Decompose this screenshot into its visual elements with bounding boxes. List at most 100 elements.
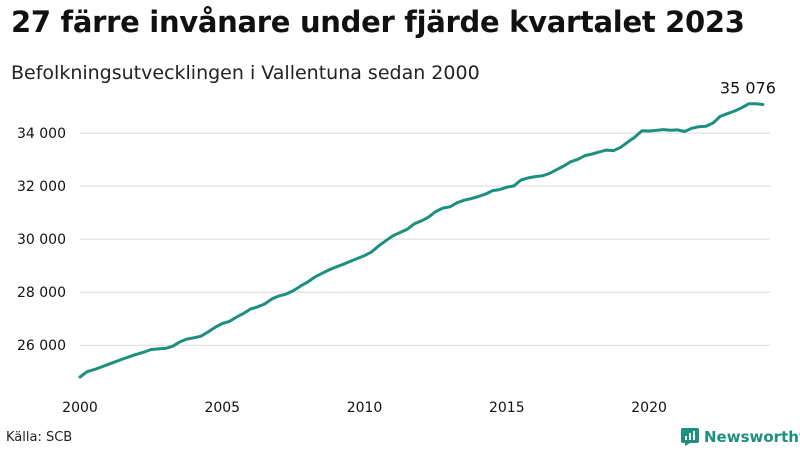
data-point (179, 341, 181, 343)
source-credit: Källa: SCB (6, 430, 73, 445)
data-point (762, 103, 764, 106)
data-point (200, 335, 202, 337)
x-axis-ticks: 2000 2005 2010 2015 2020 (62, 400, 667, 416)
data-point (705, 125, 707, 127)
data-point (413, 223, 415, 225)
data-point (321, 272, 323, 274)
data-point (527, 177, 529, 179)
grid-lines (80, 132, 770, 346)
series-group (78, 102, 765, 379)
data-point (157, 348, 159, 350)
data-point (506, 186, 508, 188)
y-tick-label: 34 000 (17, 126, 66, 142)
data-point (591, 153, 593, 155)
data-point (612, 150, 615, 152)
data-point (449, 206, 451, 208)
y-axis-ticks: 26 000 28 000 30 000 32 000 34 000 (17, 126, 66, 354)
data-point (463, 199, 465, 201)
data-point (399, 231, 401, 234)
data-point (292, 290, 294, 292)
data-point (570, 161, 572, 163)
data-point (726, 113, 728, 115)
data-point (257, 306, 259, 308)
data-point (335, 266, 337, 268)
chart-title: 27 färre invånare under fjärde kvartalet… (11, 5, 745, 39)
data-point (712, 122, 714, 124)
data-point (378, 245, 380, 247)
data-point (93, 369, 95, 371)
data-point (719, 115, 721, 117)
data-point (164, 347, 166, 349)
data-point (627, 141, 629, 143)
data-point (385, 240, 387, 242)
data-point (634, 136, 636, 138)
data-point (406, 228, 408, 230)
data-point (691, 127, 693, 129)
data-point (492, 190, 494, 192)
data-point (605, 149, 608, 151)
data-point (228, 320, 230, 322)
y-tick-label: 30 000 (17, 232, 66, 248)
chart-subtitle: Befolkningsutvecklingen i Vallentuna sed… (11, 62, 480, 84)
data-point (100, 366, 102, 368)
data-point (235, 316, 238, 318)
brand-logo: Newsworthy (681, 428, 800, 446)
data-point (577, 158, 579, 160)
data-point (620, 146, 622, 148)
data-point (435, 211, 437, 213)
last-value-label: 35 076 (720, 79, 776, 98)
data-point (392, 235, 394, 237)
data-point (470, 198, 472, 200)
x-tick-label: 2010 (347, 400, 383, 416)
data-point (477, 195, 479, 198)
data-point (669, 129, 672, 131)
data-point (563, 165, 565, 167)
data-point (655, 129, 657, 131)
data-point (363, 255, 366, 257)
x-tick-label: 2015 (489, 400, 525, 416)
data-point (271, 298, 273, 300)
brand-name: Newsworthy (704, 428, 800, 446)
data-point (648, 130, 650, 132)
x-tick-label: 2005 (204, 400, 240, 416)
data-point (299, 285, 302, 287)
data-point (342, 263, 344, 265)
data-point (356, 257, 358, 260)
data-point (733, 110, 736, 112)
data-point (662, 129, 664, 131)
data-point (86, 371, 88, 373)
x-tick-label: 2020 (631, 400, 667, 416)
data-point (221, 322, 223, 325)
data-point (285, 293, 287, 295)
data-point (371, 251, 373, 253)
data-point (314, 276, 316, 278)
data-point (122, 358, 124, 360)
data-point (676, 129, 679, 131)
series-line (78, 102, 765, 379)
y-tick-label: 32 000 (17, 179, 66, 195)
data-point (250, 308, 252, 310)
data-point (456, 202, 458, 204)
data-point (186, 338, 188, 340)
data-labels: 35 076 (720, 79, 776, 98)
data-point (684, 130, 686, 133)
data-point (442, 207, 444, 209)
data-point (349, 260, 351, 262)
newsworthy-logo-icon (681, 428, 699, 446)
y-tick-label: 28 000 (17, 285, 66, 301)
data-point (755, 103, 757, 105)
data-point (556, 169, 558, 171)
data-point (264, 303, 266, 305)
data-point (534, 176, 536, 178)
data-point (278, 295, 280, 297)
data-point (328, 269, 330, 271)
data-point (115, 361, 117, 363)
data-point (129, 356, 131, 358)
data-point (428, 216, 430, 218)
data-point (598, 151, 600, 153)
data-point (548, 172, 551, 174)
data-point (420, 220, 422, 222)
data-point (171, 345, 174, 347)
data-point (484, 193, 487, 195)
